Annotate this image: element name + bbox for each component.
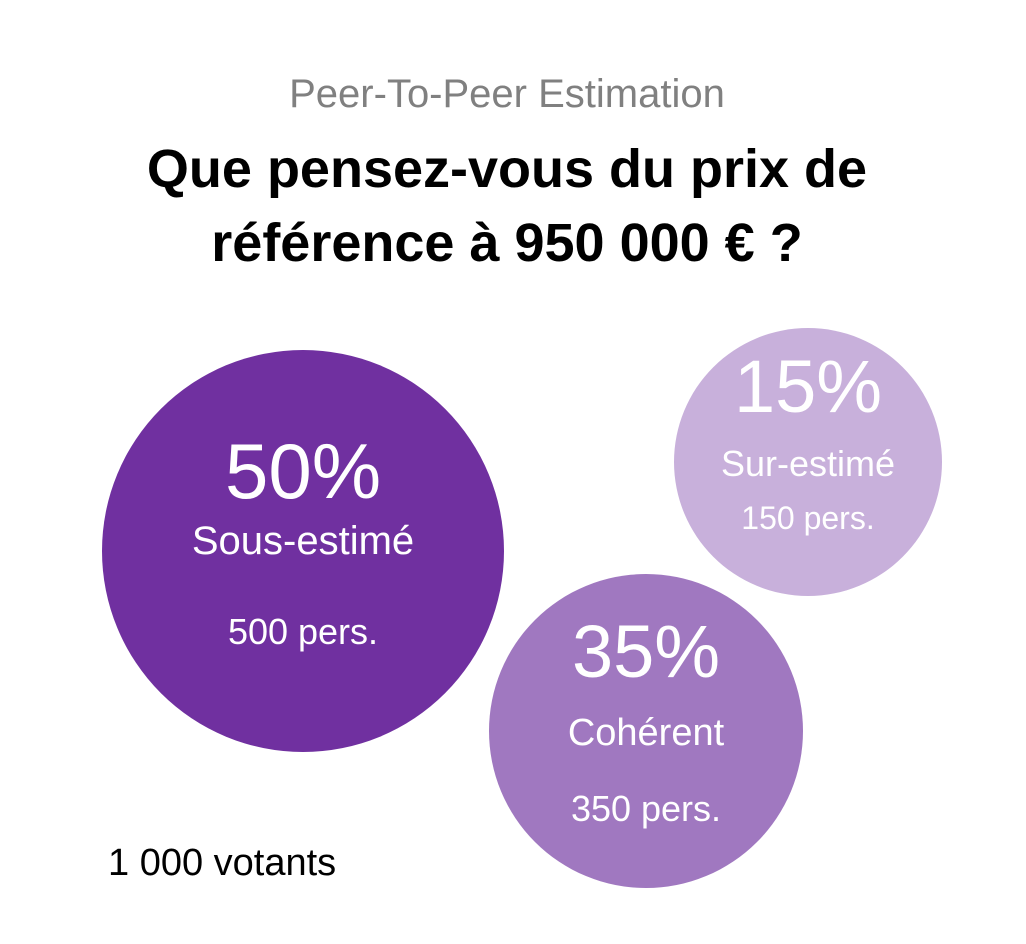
- bubble-percent-coherent: 35%: [571, 609, 721, 693]
- bubble-count-coherent: 350 pers.: [570, 787, 722, 829]
- bubble-label-over: Sur-estimé: [720, 443, 896, 485]
- bubble-coherent: 35% Cohérent 350 pers.: [489, 574, 803, 888]
- bubble-label-coherent: Cohérent: [567, 712, 725, 755]
- voter-count: 1 000 votants: [108, 842, 337, 884]
- bubble-over: 15% Sur-estimé 150 pers.: [674, 328, 942, 596]
- bubble-percent-over: 15%: [733, 345, 883, 429]
- chart-title: Que pensez-vous du prix de référence à 95…: [0, 132, 1014, 280]
- bubble-under: 50% Sous-estimé 500 pers.: [102, 350, 504, 752]
- chart-title-text: Que pensez-vous du prix de référence à 95…: [146, 139, 868, 273]
- bubble-count-over: 150 pers.: [741, 499, 875, 536]
- bubble-percent-under: 50%: [224, 427, 382, 516]
- bubble-label-under: Sous-estimé: [191, 518, 415, 563]
- chart-subtitle: Peer-To-Peer Estimation: [289, 72, 725, 116]
- bubble-count-under: 500 pers.: [227, 611, 379, 653]
